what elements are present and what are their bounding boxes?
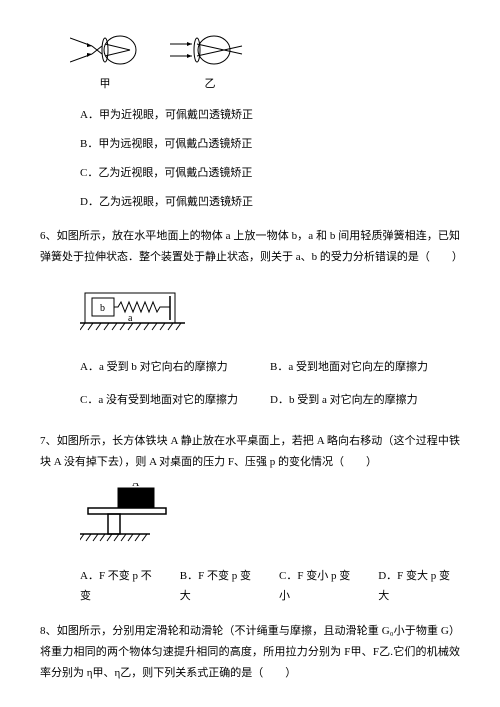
q6-svg: b a — [80, 278, 190, 333]
q5-eye-diagrams: 甲 乙 — [70, 30, 460, 95]
q7-stem: 7、如图所示，长方体铁块 A 静止放在水平桌面上，若把 A 略向右移动（这个过程… — [40, 431, 460, 473]
q7-diagram: A — [80, 483, 460, 556]
q6-diagram: b a — [80, 278, 460, 341]
q8-stem: 8、如图所示，分别用定滑轮和动滑轮（不计绳重与摩擦，且动滑轮重 G₀小于物重 G… — [40, 621, 460, 684]
eye-jia-svg — [70, 30, 140, 70]
eye-yi-label: 乙 — [205, 74, 216, 95]
q6-option-a: A．a 受到 b 对它向右的摩擦力 — [80, 357, 270, 378]
q7-options: A．F 不变 p 不变 B．F 不变 p 变大 C．F 变小 p 变小 D．F … — [80, 566, 460, 608]
q6-label-b: b — [100, 303, 105, 314]
q7-option-c: C．F 变小 p 变小 — [279, 566, 360, 608]
eye-jia-label: 甲 — [100, 74, 111, 95]
q7-label-A: A — [132, 483, 140, 489]
q7-option-a: A．F 不变 p 不变 — [80, 566, 162, 608]
q7-svg: A — [80, 483, 190, 548]
eye-yi: 乙 — [170, 30, 250, 95]
q6-option-d: D．b 受到 a 对它向左的摩擦力 — [270, 390, 460, 411]
q6-stem: 6、如图所示，放在水平地面上的物体 a 上放一物体 b，a 和 b 间用轻质弹簧… — [40, 226, 460, 268]
eye-yi-svg — [170, 30, 250, 70]
q5-option-b: B．甲为远视眼，可佩戴凸透镜矫正 — [80, 134, 460, 155]
q5-option-a: A．甲为近视眼，可佩戴凹透镜矫正 — [80, 105, 460, 126]
q6-option-b: B．a 受到地面对它向左的摩擦力 — [270, 357, 460, 378]
q5-option-d: D．乙为远视眼，可佩戴凹透镜矫正 — [80, 192, 460, 213]
q6-options: A．a 受到 b 对它向右的摩擦力 B．a 受到地面对它向左的摩擦力 C．a 没… — [80, 351, 460, 417]
q6-option-c: C．a 没有受到地面对它的摩擦力 — [80, 390, 270, 411]
eye-jia: 甲 — [70, 30, 140, 95]
q7-option-b: B．F 不变 p 变大 — [180, 566, 261, 608]
q5-option-c: C．乙为近视眼，可佩戴凸透镜矫正 — [80, 163, 460, 184]
q7-option-d: D．F 变大 p 变大 — [378, 566, 460, 608]
